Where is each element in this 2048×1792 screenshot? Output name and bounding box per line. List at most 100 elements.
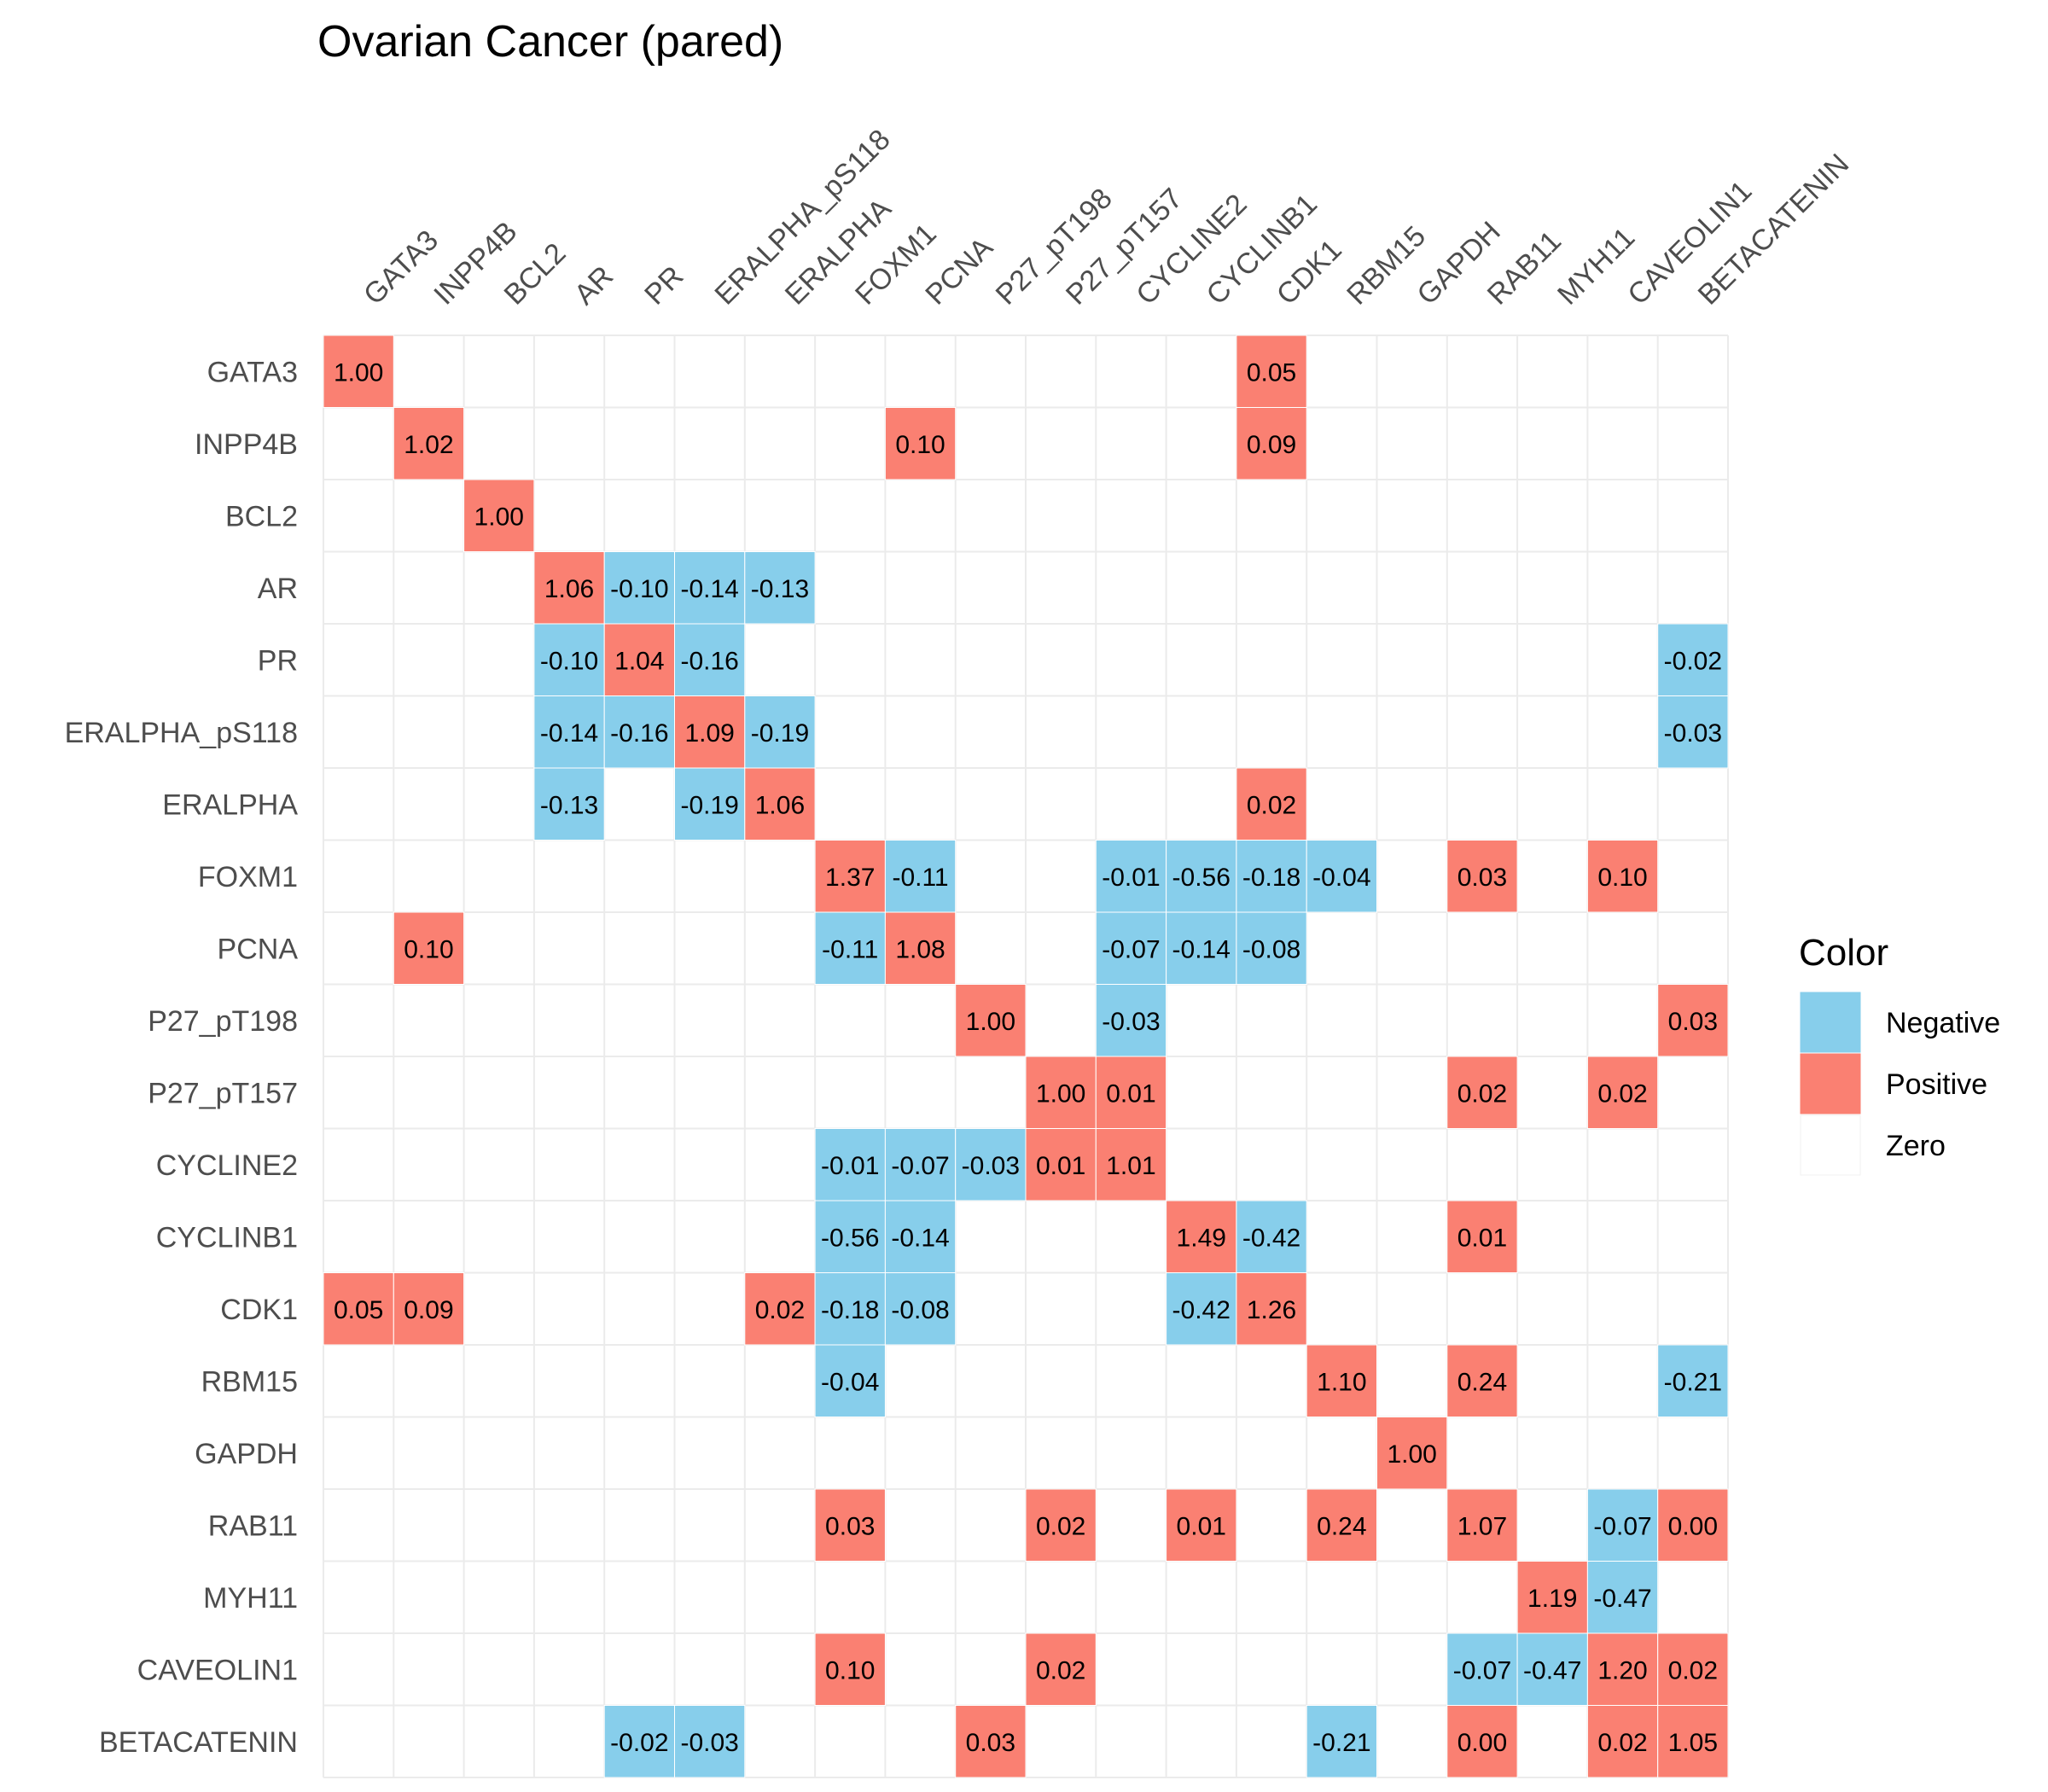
heatmap-cell [1657, 623, 1729, 696]
cell-value-label: -0.56 [1172, 864, 1231, 892]
heatmap-cell [1586, 1488, 1659, 1562]
heatmap-cell [1025, 1632, 1097, 1706]
legend: Color Negative Positive Zero [1799, 932, 2000, 1176]
heatmap-cell [1446, 1705, 1518, 1778]
heatmap-cell [603, 1705, 676, 1778]
column-label: MYH11 [1551, 221, 1641, 311]
heatmap-cell [393, 407, 465, 480]
heatmap-cell [1095, 840, 1167, 913]
cell-value-label: 1.00 [474, 503, 524, 531]
heatmap-cell [1306, 1488, 1377, 1562]
cell-value-label: 0.02 [1457, 1079, 1507, 1108]
heatmap-cell [1586, 1056, 1659, 1129]
heatmap-cell [1236, 1272, 1307, 1346]
heatmap-cell [603, 695, 676, 769]
heatmap-cell [1446, 840, 1518, 913]
heatmap-cell [1657, 984, 1729, 1057]
chart-title: Ovarian Cancer (pared) [317, 17, 783, 67]
cell-value-label: -0.10 [540, 647, 598, 675]
heatmap-cell [1306, 1705, 1377, 1778]
legend-entry-label: Zero [1886, 1130, 1946, 1162]
heatmap-cell [1025, 1056, 1097, 1129]
cell-value-label: -0.03 [680, 1729, 738, 1757]
heatmap-cell [674, 623, 746, 696]
legend-key-swatch [1800, 1114, 1861, 1176]
heatmap-cell [1236, 1200, 1307, 1273]
heatmap-cell [884, 407, 957, 480]
cell-value-label: -0.01 [1102, 864, 1160, 892]
heatmap-cell [884, 1272, 957, 1346]
heatmap-cell [1025, 1488, 1097, 1562]
row-label: BETACATENIN [99, 1726, 298, 1759]
legend-entry-label: Positive [1886, 1068, 1987, 1101]
cell-value-label: -0.07 [1453, 1656, 1511, 1684]
cell-value-label: 1.01 [1106, 1152, 1155, 1180]
cell-value-label: 0.01 [1106, 1079, 1155, 1108]
cell-value-label: 0.24 [1457, 1368, 1507, 1396]
row-label: CYCLINB1 [156, 1221, 298, 1254]
cell-value-label: -0.07 [891, 1152, 949, 1180]
cell-value-label: 1.10 [1317, 1368, 1366, 1396]
cell-value-label: 0.03 [966, 1729, 1015, 1757]
cell-value-label: -0.07 [1593, 1512, 1651, 1540]
cell-value-label: -0.01 [821, 1152, 879, 1180]
cell-value-label: 1.00 [1387, 1440, 1436, 1469]
cell-value-label: -0.04 [1312, 864, 1370, 892]
cell-value-label: 0.01 [1036, 1152, 1085, 1180]
row-labels: GATA3 INPP4B BCL2 AR PR ERALPHA_pS118 ERALPHA F… [65, 356, 299, 1759]
heatmap-cell [1657, 1488, 1729, 1562]
cell-value-label: 0.10 [404, 935, 453, 963]
heatmap-cell [1236, 335, 1307, 408]
cell-value-label: 0.09 [1247, 431, 1296, 459]
cell-value-label: -0.13 [751, 575, 809, 603]
heatmap-cell [884, 911, 957, 985]
heatmap-cell [1166, 840, 1237, 913]
heatmap-cell [1446, 1488, 1518, 1562]
cell-value-label: -0.14 [891, 1224, 949, 1252]
legend-key-swatch [1800, 992, 1861, 1053]
cell-value-label: 0.02 [1247, 791, 1296, 819]
row-label: PR [258, 644, 298, 677]
heatmap-cell [1236, 407, 1307, 480]
cell-value-label: 0.05 [1247, 358, 1296, 387]
heatmap-cell [1095, 1056, 1167, 1129]
cell-value-label: 1.26 [1247, 1296, 1296, 1324]
heatmap-cell [323, 1272, 394, 1346]
cell-value-label: 0.01 [1177, 1512, 1226, 1540]
heatmap-cell [1657, 695, 1729, 769]
cell-value-label: -0.07 [1102, 935, 1160, 963]
heatmap-cell [603, 623, 676, 696]
cell-value-label: -0.14 [680, 575, 738, 603]
cell-value-label: 1.37 [825, 864, 875, 892]
heatmap-cell [1236, 840, 1307, 913]
cell-value-label: 1.49 [1177, 1224, 1226, 1252]
heatmap-cell [533, 695, 605, 769]
cell-value-label: -0.10 [610, 575, 668, 603]
column-label: GATA3 [358, 224, 445, 311]
heatmap-cell [744, 1272, 816, 1346]
cell-value-label: -0.14 [540, 719, 598, 748]
row-label: PCNA [218, 933, 299, 965]
heatmap-cell [1657, 1344, 1729, 1417]
heatmap-cell [814, 1272, 886, 1346]
cell-value-label: 0.02 [1597, 1729, 1647, 1757]
heatmap-cell [1376, 1417, 1448, 1490]
cell-value-label: 0.02 [1036, 1656, 1085, 1684]
row-label: GATA3 [207, 356, 298, 388]
cell-value-label: -0.02 [610, 1729, 668, 1757]
column-label: RBM15 [1341, 220, 1432, 311]
cell-value-label: -0.47 [1593, 1585, 1651, 1613]
heatmap-cell [1586, 1561, 1659, 1634]
cell-value-label: 1.00 [334, 358, 383, 387]
heatmap-cell [1446, 1200, 1518, 1273]
heatmap-cell [1446, 1056, 1518, 1129]
heatmap-cell [1095, 911, 1167, 985]
cell-value-label: -0.18 [1242, 864, 1300, 892]
row-label: RAB11 [208, 1510, 298, 1542]
cell-value-label: 1.20 [1597, 1656, 1647, 1684]
heatmap-cell [744, 551, 816, 625]
cell-value-label: 0.00 [1668, 1512, 1718, 1540]
row-label: ERALPHA_pS118 [65, 717, 298, 749]
cell-value-label: 1.19 [1527, 1585, 1577, 1613]
cell-value-label: -0.08 [1242, 935, 1300, 963]
